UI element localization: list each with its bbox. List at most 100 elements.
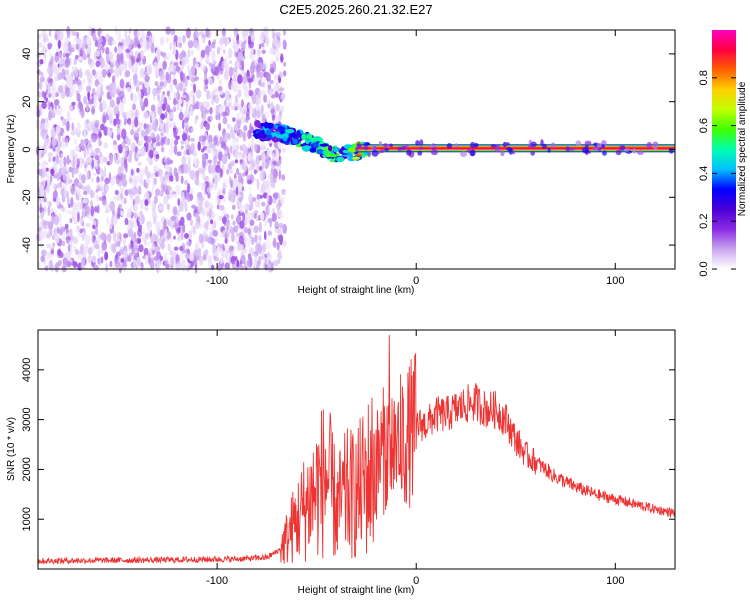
noise-speckle [153,164,160,172]
noise-speckle [281,174,286,181]
noise-speckle [131,55,136,64]
noise-speckle [152,95,156,101]
noise-speckle [236,60,240,68]
noise-speckle [124,217,129,226]
noise-speckle [76,225,80,230]
noise-speckle [70,149,76,158]
noise-speckle [148,140,152,149]
noise-speckle [209,115,213,122]
noise-speckle [119,186,125,193]
noise-speckle [201,64,206,73]
noise-speckle [265,239,271,250]
noise-speckle [64,63,69,68]
noise-speckle [226,168,230,175]
noise-speckle [154,195,158,205]
noise-speckle [99,57,106,69]
noise-speckle [187,157,191,167]
noise-speckle [169,250,174,256]
noise-speckle [253,169,258,175]
noise-speckle [182,88,186,95]
noise-speckle [100,256,104,264]
noise-speckle [164,174,169,179]
noise-speckle [204,109,210,114]
noise-speckle [170,190,174,196]
noise-speckle [257,155,261,162]
noise-speckle [105,85,110,90]
noise-speckle [67,34,70,39]
noise-speckle [195,115,199,120]
noise-speckle [43,144,47,155]
noise-speckle [273,74,277,83]
noise-speckle [162,183,168,193]
noise-speckle [267,218,273,223]
noise-speckle [189,188,194,194]
noise-speckle [57,259,62,267]
noise-speckle [113,153,117,165]
noise-speckle [202,36,206,44]
noise-speckle [165,157,171,166]
noise-speckle [138,238,141,244]
noise-speckle [90,205,95,217]
noise-speckle [123,120,127,125]
noise-speckle [247,129,252,140]
sideband-speckle [429,144,436,148]
noise-speckle [93,206,98,213]
sideband-speckle [470,141,476,149]
noise-speckle [238,172,242,183]
noise-speckle [130,243,134,249]
noise-speckle [141,32,147,38]
noise-speckle [230,214,234,220]
noise-speckle [69,57,73,66]
noise-speckle [256,163,260,173]
noise-speckle [197,204,204,214]
noise-speckle [199,31,205,36]
noise-speckle [92,88,96,94]
noise-speckle [59,158,63,168]
noise-speckle [41,44,46,55]
noise-speckle [94,40,99,47]
noise-speckle [275,103,281,112]
track-blob [285,129,295,134]
noise-speckle [95,164,99,170]
noise-speckle [87,71,90,78]
noise-speckle [195,89,202,99]
spectrogram-y-tick-label: -40 [21,237,33,253]
spectrogram-y-tick-label: 40 [21,48,33,60]
noise-speckle [136,167,140,173]
noise-speckle [223,250,229,260]
noise-speckle [62,257,68,268]
noise-speckle [211,44,216,49]
noise-speckle [127,189,131,194]
noise-speckle [271,212,277,222]
noise-speckle [282,39,287,50]
noise-speckle [129,50,133,56]
colorbar-tick-label: 0.0 [698,261,710,276]
noise-speckle [54,209,57,216]
noise-speckle [190,218,193,227]
noise-speckle [83,133,87,139]
noise-speckle [172,193,177,198]
noise-speckle [137,186,141,192]
noise-speckle [130,92,133,102]
noise-speckle [214,175,218,185]
noise-speckle [92,32,96,42]
track-blob [309,147,317,153]
noise-speckle [276,31,281,38]
noise-speckle [256,108,262,119]
noise-speckle [98,38,104,43]
noise-speckle [140,262,144,268]
noise-speckle [118,90,125,100]
noise-speckle [86,53,91,59]
noise-speckle [240,106,245,115]
sideband-speckle [377,150,381,154]
noise-speckle [117,240,121,248]
noise-speckle [205,45,210,55]
track-blob [282,136,288,142]
noise-speckle [208,62,212,67]
noise-speckle [81,210,86,218]
noise-speckle [55,124,61,135]
noise-speckle [70,159,76,168]
noise-speckle [239,244,245,252]
noise-speckle [132,93,137,104]
